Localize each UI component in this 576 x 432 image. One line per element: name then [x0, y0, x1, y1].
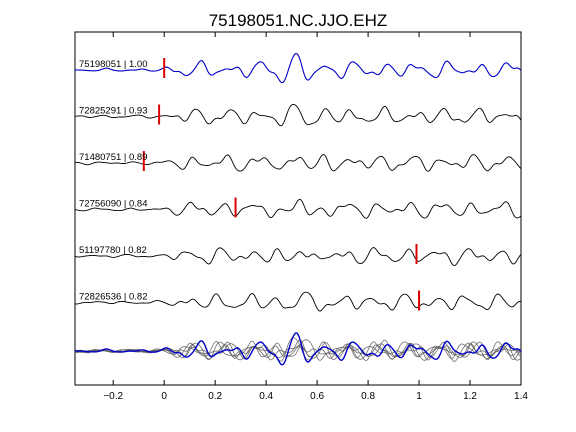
trace-75198051: [74, 52, 522, 84]
trace-group: [74, 52, 522, 312]
plot-frame: [74, 31, 522, 386]
stack-overlay: [74, 332, 522, 366]
trace-label-51197780: 51197780 | 0.82: [79, 245, 147, 256]
x-axis: −0.2 0 0.2 0.4 0.6 0.8 1 1.2 1.4: [103, 32, 528, 402]
x-tick-label: 0.8: [361, 391, 375, 402]
chart-title: 75198051.NC.JJO.EHZ: [209, 11, 388, 30]
trace-label-72826536: 72826536 | 0.82: [79, 292, 148, 303]
trace-label-72756090: 72756090 | 0.84: [79, 199, 148, 210]
trace-72825291: [75, 104, 522, 127]
x-tick-label: 0.2: [208, 391, 222, 402]
trace-72826536: [74, 291, 522, 312]
x-tick-label: 0.6: [310, 391, 324, 402]
x-tick-label: 1: [416, 391, 422, 402]
x-tick-label: 1.2: [463, 391, 477, 402]
trace-72756090: [74, 198, 522, 219]
x-tick-label: 1.4: [514, 391, 528, 402]
x-tick-label: −0.2: [103, 391, 123, 402]
pick-markers: [142, 58, 421, 311]
trace-51197780: [74, 247, 522, 266]
stack-reference-trace: [74, 332, 522, 366]
trace-label-75198051: 75198051 | 1.00: [79, 59, 148, 70]
trace-labels: 75198051 | 1.00 72825291 | 0.93 71480751 |…: [79, 59, 148, 303]
trace-label-71480751: 71480751 | 0.89: [79, 152, 148, 163]
trace-71480751: [74, 154, 522, 172]
trace-label-72825291: 72825291 | 0.93: [79, 106, 148, 117]
x-tick-label: 0: [161, 391, 167, 402]
x-tick-label: 0.4: [259, 391, 273, 402]
